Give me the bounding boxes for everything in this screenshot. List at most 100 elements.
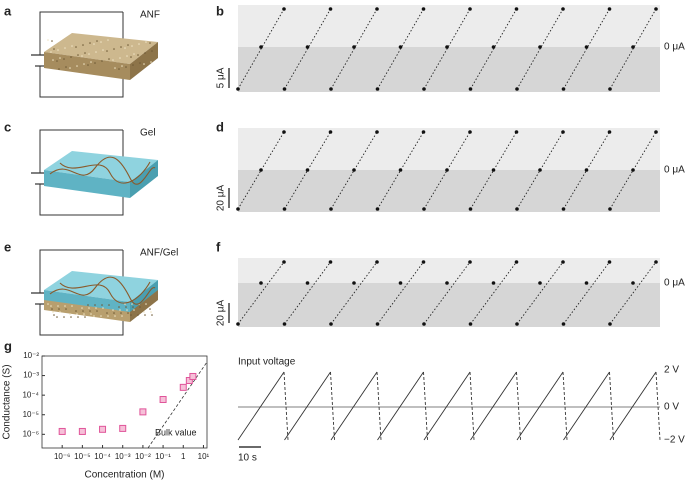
trace-dot	[607, 260, 612, 264]
speckle	[93, 315, 95, 317]
speckle	[112, 59, 114, 61]
circuit-wire	[39, 129, 124, 216]
fiber	[49, 156, 156, 185]
trace-segment	[237, 8, 285, 90]
schematic-label: ANF	[140, 10, 160, 21]
x-tick-label: 10⁻³	[115, 452, 131, 461]
trace-dot	[491, 45, 496, 49]
y-axis-label: Conductance (S)	[2, 364, 13, 439]
trace-segment	[563, 131, 610, 210]
trace-dot	[515, 322, 519, 326]
trace-dot	[329, 207, 333, 211]
speckle	[113, 312, 115, 314]
speckle	[126, 309, 128, 311]
x-tick-label: 10⁻⁵	[74, 452, 90, 461]
trace-dot	[305, 281, 310, 285]
trace-segment	[284, 261, 331, 325]
speckle	[56, 60, 58, 62]
data-point	[58, 427, 66, 435]
trace-dot	[631, 45, 635, 49]
trace-segment	[516, 8, 564, 90]
speckle	[71, 45, 73, 47]
trace-dot	[654, 260, 658, 264]
trace-dot	[561, 87, 566, 91]
trace-dot	[631, 168, 635, 172]
speckle	[114, 67, 116, 69]
speckle	[51, 308, 53, 310]
speckle	[114, 315, 116, 317]
speckle	[132, 64, 134, 66]
trace-segment	[377, 8, 424, 90]
slab-top	[44, 33, 158, 64]
schematic: ANF/Gel	[31, 248, 178, 336]
speckle	[63, 316, 65, 318]
speckle	[145, 41, 147, 43]
panel-label: d	[216, 119, 224, 134]
speckle	[100, 315, 102, 317]
trace-segment	[284, 8, 331, 90]
anf-layer-side	[130, 290, 158, 322]
trace-dot	[282, 130, 286, 134]
speckle	[96, 310, 98, 312]
annotation: Bulk value	[155, 427, 197, 437]
speckle	[64, 47, 66, 49]
trace-segment	[470, 131, 517, 210]
trace-dot	[608, 322, 612, 326]
speckle	[96, 40, 98, 42]
speckle	[127, 44, 129, 46]
speckle	[137, 314, 139, 316]
trace-dot	[375, 87, 380, 91]
drop	[283, 371, 289, 441]
speckle	[151, 314, 153, 316]
speckle	[107, 315, 109, 317]
data-point	[159, 396, 167, 404]
data-point	[119, 424, 127, 432]
speckle	[90, 313, 92, 315]
speckle	[139, 306, 141, 308]
ramp	[377, 371, 424, 441]
trace-dot	[608, 207, 612, 211]
circuit-wire	[39, 249, 124, 336]
speckle	[87, 304, 89, 306]
trace-dot	[421, 260, 426, 264]
speckle	[120, 312, 122, 314]
trace-dot	[607, 130, 612, 134]
speckle	[149, 308, 151, 310]
trace-dot	[561, 130, 565, 134]
slab-front	[44, 170, 130, 198]
trace-dot	[445, 281, 449, 285]
speckle	[125, 306, 127, 308]
speckle	[50, 51, 52, 53]
trace-segment	[237, 261, 285, 325]
trace-dot	[328, 260, 333, 264]
slab-top	[44, 271, 158, 302]
drop	[330, 371, 335, 441]
plot-frame	[41, 355, 208, 449]
voltage-level: 0 V	[664, 402, 679, 413]
drop	[609, 371, 614, 441]
trace-dot	[538, 45, 542, 49]
trace-dot	[468, 7, 472, 11]
speckle	[69, 67, 71, 69]
schematic-label: ANF/Gel	[140, 248, 178, 259]
speckle	[121, 65, 123, 67]
speckle	[90, 61, 92, 63]
trace-dot	[561, 322, 566, 326]
ramp	[563, 371, 610, 441]
speckle	[47, 39, 49, 41]
trace-dot	[468, 260, 472, 264]
speckle	[137, 54, 139, 56]
speckle	[70, 56, 72, 58]
trace-dot	[468, 87, 473, 91]
trace-bg-bottom	[238, 283, 660, 327]
speckle	[150, 311, 152, 313]
speckle	[70, 316, 72, 318]
speckle	[82, 44, 84, 46]
ramp	[284, 371, 331, 441]
speckle	[47, 303, 49, 305]
speckle	[88, 53, 90, 55]
speckle	[95, 51, 97, 53]
speckle	[102, 307, 104, 309]
drop	[469, 371, 475, 441]
